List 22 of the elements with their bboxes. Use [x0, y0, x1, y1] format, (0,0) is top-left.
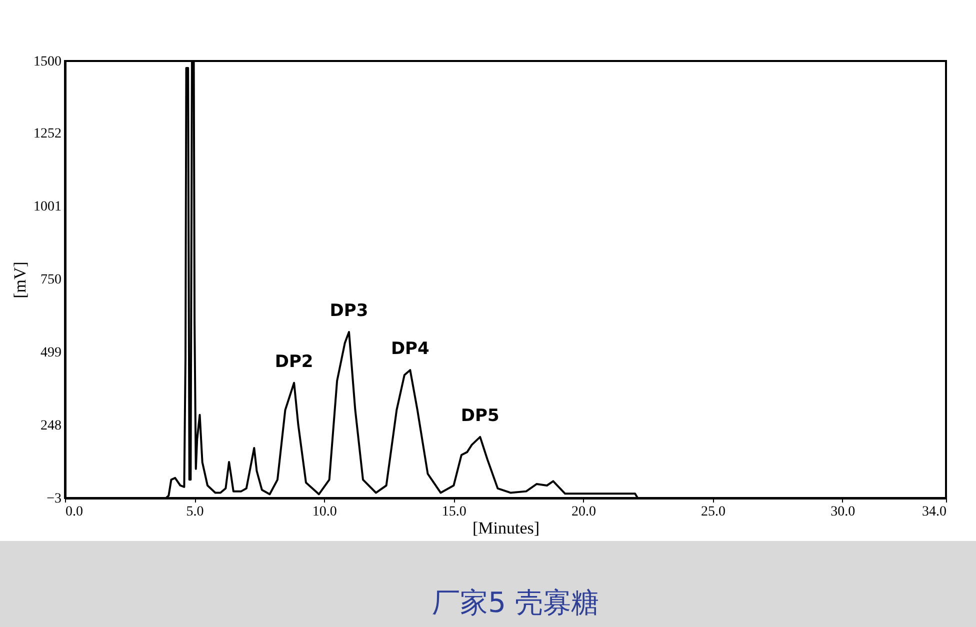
y-tick-label: 248 — [40, 418, 62, 434]
x-tick-label: 5.0 — [186, 504, 204, 520]
annotation: DP4 — [390, 339, 430, 360]
text: 厂家5 壳寡糖 — [432, 586, 599, 619]
y-tick-label: 750 — [40, 272, 62, 288]
x-tick-label: 30.0 — [830, 504, 856, 520]
annotation: DP3 — [330, 300, 368, 321]
x-tick-label: 20.0 — [571, 504, 596, 520]
x-tick-label: 25.0 — [701, 504, 726, 520]
x-tick-label: 15.0 — [442, 504, 466, 520]
y-tick-label: 1001 — [34, 200, 62, 215]
y-tick-label: −3 — [46, 492, 62, 506]
annotation: DP2 — [274, 352, 314, 372]
y-axis-title: [mV] — [10, 262, 30, 298]
x-tick-label: 34.0 — [922, 504, 946, 520]
x-tick-label: 10.0 — [312, 504, 337, 520]
y-tick-label: 499 — [40, 346, 62, 361]
y-tick-label: 1500 — [34, 54, 62, 70]
annotation: DP5 — [460, 406, 500, 426]
x-tick-label: 0.0 — [66, 504, 83, 520]
y-tick-label: 1252 — [34, 126, 62, 142]
x-axis-title: [Minutes] — [472, 518, 540, 538]
